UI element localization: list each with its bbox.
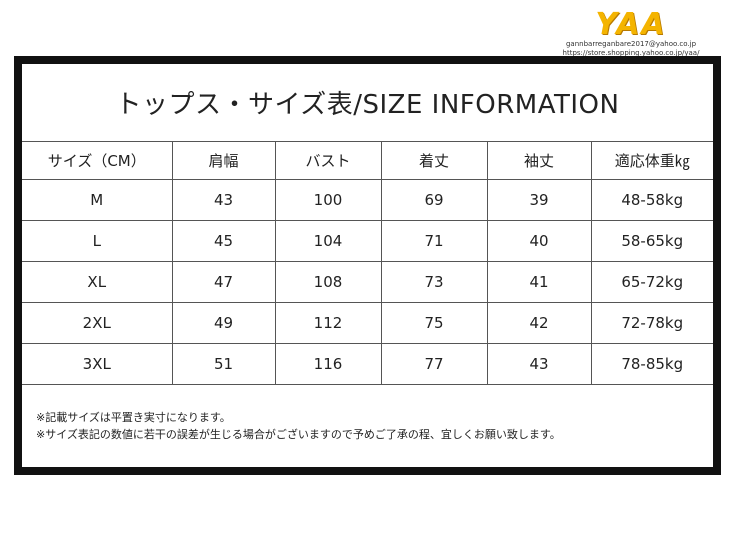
cell-shoulder: 51 bbox=[171, 343, 276, 385]
note-disclaimer: ※サイズ表記の数値に若干の誤差が生じる場合がございますので予めご了承の程、宜しく… bbox=[36, 428, 561, 441]
cell-length: 69 bbox=[380, 179, 488, 221]
logo-email: gannbarreganbare2017@yahoo.co.jp bbox=[565, 40, 697, 48]
cell-size: 2XL bbox=[22, 302, 173, 344]
cell-bust: 108 bbox=[274, 261, 382, 303]
cell-weight: 78-85kg bbox=[590, 343, 713, 385]
cell-weight: 58-65kg bbox=[590, 220, 713, 262]
cell-length: 77 bbox=[380, 343, 488, 385]
size-chart-frame: トップス・サイズ表/SIZE INFORMATION サイズ（CM） 肩幅 バス… bbox=[14, 56, 721, 475]
cell-weight: 65-72kg bbox=[590, 261, 713, 303]
cell-sleeve: 40 bbox=[486, 220, 592, 262]
cell-sleeve: 41 bbox=[486, 261, 592, 303]
cell-sleeve: 39 bbox=[486, 179, 592, 221]
logo-mark: YAA bbox=[595, 7, 667, 42]
notes: ※記載サイズは平置き実寸になります。 ※サイズ表記の数値に若干の誤差が生じる場合… bbox=[36, 409, 561, 443]
header-sleeve: 袖丈 bbox=[486, 141, 592, 180]
cell-size: XL bbox=[22, 261, 173, 303]
cell-length: 71 bbox=[380, 220, 488, 262]
size-chart-panel: トップス・サイズ表/SIZE INFORMATION サイズ（CM） 肩幅 バス… bbox=[22, 64, 713, 467]
page-title: トップス・サイズ表/SIZE INFORMATION bbox=[115, 90, 620, 120]
cell-shoulder: 45 bbox=[171, 220, 276, 262]
cell-size: M bbox=[22, 179, 173, 221]
header-length: 着丈 bbox=[380, 141, 488, 180]
cell-shoulder: 47 bbox=[171, 261, 276, 303]
cell-bust: 104 bbox=[274, 220, 382, 262]
table-row: M 43 100 69 39 48-58kg bbox=[22, 179, 713, 221]
header-weight: 適応体重㎏ bbox=[590, 141, 713, 180]
table-header-row: サイズ（CM） 肩幅 バスト 着丈 袖丈 適応体重㎏ bbox=[22, 141, 713, 180]
header-size: サイズ（CM） bbox=[22, 141, 173, 180]
cell-size: 3XL bbox=[22, 343, 173, 385]
cell-bust: 116 bbox=[274, 343, 382, 385]
cell-size: L bbox=[22, 220, 173, 262]
cell-shoulder: 49 bbox=[171, 302, 276, 344]
size-table: サイズ（CM） 肩幅 バスト 着丈 袖丈 適応体重㎏ M 43 100 69 3… bbox=[22, 141, 713, 385]
cell-length: 75 bbox=[380, 302, 488, 344]
cell-bust: 112 bbox=[274, 302, 382, 344]
cell-length: 73 bbox=[380, 261, 488, 303]
cell-weight: 72-78kg bbox=[590, 302, 713, 344]
cell-bust: 100 bbox=[274, 179, 382, 221]
cell-sleeve: 42 bbox=[486, 302, 592, 344]
logo-url: https://store.shopping.yahoo.co.jp/yaa/ bbox=[562, 49, 700, 57]
note-measurement: ※記載サイズは平置き実寸になります。 bbox=[36, 411, 231, 424]
table-row: 3XL 51 116 77 43 78-85kg bbox=[22, 343, 713, 385]
cell-shoulder: 43 bbox=[171, 179, 276, 221]
table-row: 2XL 49 112 75 42 72-78kg bbox=[22, 302, 713, 344]
table-row: XL 47 108 73 41 65-72kg bbox=[22, 261, 713, 303]
table-row: L 45 104 71 40 58-65kg bbox=[22, 220, 713, 262]
brand-logo: YAA gannbarreganbare2017@yahoo.co.jp htt… bbox=[556, 10, 706, 58]
cell-weight: 48-58kg bbox=[590, 179, 713, 221]
header-bust: バスト bbox=[274, 141, 382, 180]
header-shoulder: 肩幅 bbox=[171, 141, 276, 180]
cell-sleeve: 43 bbox=[486, 343, 592, 385]
